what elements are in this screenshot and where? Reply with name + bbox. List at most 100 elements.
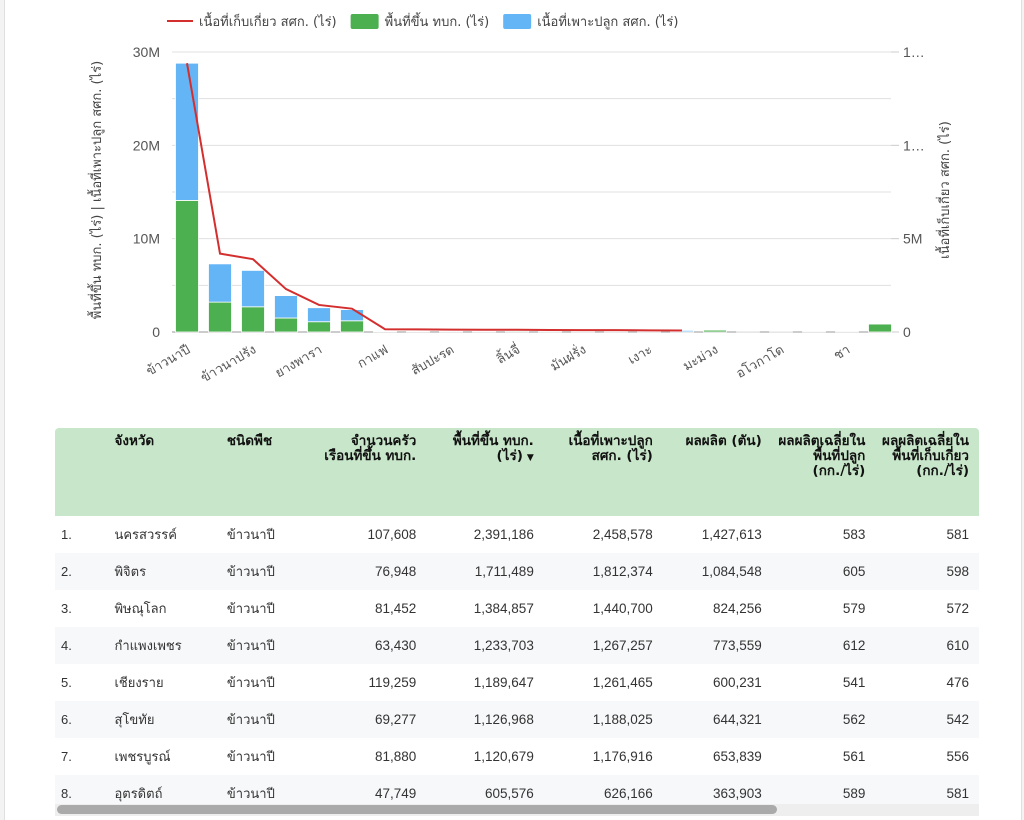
legend-swatch-icon [503,14,532,29]
y-left-tick-label: 30M [133,44,160,60]
table-cell: 644,321 [662,701,772,738]
table-cell: 1,189,647 [426,664,544,701]
table-header-row: จังหวัด ชนิดพืช จำนวนครัวเรือนที่ขึ้น ทบก.… [55,428,979,516]
table-cell: พิจิตร [108,553,221,590]
line-series-harvested-area [186,63,683,332]
y-right-tick-label: 1… [903,137,925,153]
table-cell: 63,430 [316,627,427,664]
table-cell: 476 [875,664,979,701]
legend-swatch-icon [350,14,379,29]
table-cell: ข้าวนาปี [220,590,317,627]
row-index: 2. [55,553,109,590]
column-header[interactable]: จำนวนครัวเรือนที่ขึ้น ทบก. [316,428,427,516]
table-cell: 583 [771,516,876,553]
table-cell: เพชรบูรณ์ [108,738,221,775]
table-cell: 2,391,186 [426,516,544,553]
table-row[interactable]: 7. เพชรบูรณ์ ข้าวนาปี 81,880 1,120,679 1,176,… [55,738,979,775]
table-cell: 107,608 [316,516,427,553]
table-row[interactable]: 5. เชียงราย ข้าวนาปี 119,259 1,189,647 1,261,… [55,664,979,701]
table-cell: 610 [875,627,979,664]
row-index: 5. [55,664,109,701]
column-header-label: จังหวัด [114,433,155,449]
table-cell: ข้าวนาปี [220,701,317,738]
bar-green [868,323,892,333]
table-cell: ข้าวนาปี [220,553,317,590]
column-header-label: ชนิดพืช [226,433,273,449]
x-tick-label: กาแฟ [355,342,391,371]
table-cell: 598 [875,553,979,590]
x-tick-label: ชา [832,342,853,363]
scrollbar-thumb[interactable] [57,805,777,814]
bar-blue [208,263,232,303]
x-tick-label: ยางพารา [273,342,325,381]
row-index: 4. [55,627,109,664]
table-row[interactable]: 4. กำแพงเพชร ข้าวนาปี 63,430 1,233,703 1,267,… [55,627,979,664]
legend-label: พื้นที่ขึ้น ทบก. (ไร่) [385,12,490,30]
column-header[interactable]: ผลผลิตเฉลี่ยในพื้นที่ปลูก (กก./ไร่) [771,428,876,516]
table-cell: 542 [875,701,979,738]
sort-desc-icon[interactable]: ▼ [526,453,534,463]
table-cell: 541 [771,664,876,701]
table-cell: 1,812,374 [543,553,663,590]
table-cell: 1,261,465 [543,664,663,701]
table-cell: ข้าวนาปี [220,738,317,775]
table-row[interactable]: 1. นครสวรรค์ ข้าวนาปี 107,608 2,391,186 2,458… [55,516,979,553]
horizontal-scrollbar[interactable] [55,804,979,816]
table-body: 1. นครสวรรค์ ข้าวนาปี 107,608 2,391,186 2,458… [55,516,979,812]
column-header-label: ผลผลิต (ตัน) [685,433,762,449]
column-header-label: จำนวนครัวเรือนที่ขึ้น ทบก. [324,433,417,464]
x-tick-label: มันฝรั่ง [547,341,589,375]
y-right-axis-title: เนื้อที่เก็บเกี่ยว สศก. (ไร่) [935,121,953,259]
column-header-label: ผลผลิตเฉลี่ยในพื้นที่ปลูก (กก./ไร่) [778,433,866,479]
table-cell: 612 [771,627,876,664]
row-index: 6. [55,701,109,738]
y-right-tick-label: 5M [903,231,922,247]
y-left-tick-label: 20M [133,137,160,153]
table-cell: 1,084,548 [662,553,772,590]
table-row[interactable]: 3. พิษณุโลก ข้าวนาปี 81,452 1,384,857 1,440,7… [55,590,979,627]
x-tick-label: ลิ้นจี่ [493,340,523,368]
x-tick-label: มะม่วง [681,342,721,374]
table-row[interactable]: 6. สุโขทัย ข้าวนาปี 69,277 1,126,968 1,188,02… [55,701,979,738]
table-cell: 69,277 [316,701,427,738]
bar-blue [274,295,298,319]
table-cell: ข้าวนาปี [220,516,317,553]
table-cell: 1,440,700 [543,590,663,627]
table-cell: 81,452 [316,590,427,627]
bar-blue [307,307,331,323]
x-tick-label: ข้าวนาปี [143,342,193,380]
table-cell: 1,384,857 [426,590,544,627]
column-header-label: ผลผลิตเฉลี่ยในพื้นที่เก็บเกี่ยว (กก./ไร่… [882,433,969,479]
legend-label: เนื้อที่เก็บเกี่ยว สศก. (ไร่) [199,12,337,30]
column-header[interactable]: ผลผลิตเฉลี่ยในพื้นที่เก็บเกี่ยว (กก./ไร่… [875,428,979,516]
y-left-tick-label: 10M [133,231,160,247]
data-table: จังหวัด ชนิดพืช จำนวนครัวเรือนที่ขึ้น ทบก.… [55,428,979,812]
bar-green [703,329,727,333]
table-cell: 824,256 [662,590,772,627]
bar-green [307,321,331,333]
row-index: 1. [55,516,109,553]
table-cell: 1,188,025 [543,701,663,738]
table-cell: 773,559 [662,627,772,664]
column-header[interactable]: ผลผลิต (ตัน) [662,428,772,516]
row-index: 7. [55,738,109,775]
table-cell: 581 [875,516,979,553]
table-cell: 76,948 [316,553,427,590]
table-cell: 1,176,916 [543,738,663,775]
table-row[interactable]: 2. พิจิตร ข้าวนาปี 76,948 1,711,489 1,812,374… [55,553,979,590]
table-cell: 1,427,613 [662,516,772,553]
table-cell: 572 [875,590,979,627]
column-header[interactable]: เนื้อที่เพาะปลูก สศก. (ไร่) [543,428,663,516]
table-cell: ข้าวนาปี [220,627,317,664]
combo-chart: 0 10M 20M 30M 0 5M 1… 1… พื้นที่ขึ้น ทบก. (ไร่) … [87,12,953,386]
table-cell: 1,267,257 [543,627,663,664]
report-page: 0 10M 20M 30M 0 5M 1… 1… พื้นที่ขึ้น ทบก. (ไร่) … [4,0,1022,820]
column-header[interactable]: ชนิดพืช [220,428,317,516]
column-header[interactable] [55,428,109,516]
column-header[interactable]: จังหวัด [108,428,221,516]
bar-blue [241,269,265,308]
table-cell: 119,259 [316,664,427,701]
legend-label: เนื้อที่เพาะปลูก สศก. (ไร่) [537,12,678,30]
column-header[interactable]: พื้นที่ขึ้น ทบก. (ไร่) ▼ [426,428,544,516]
bar-green [340,320,364,333]
